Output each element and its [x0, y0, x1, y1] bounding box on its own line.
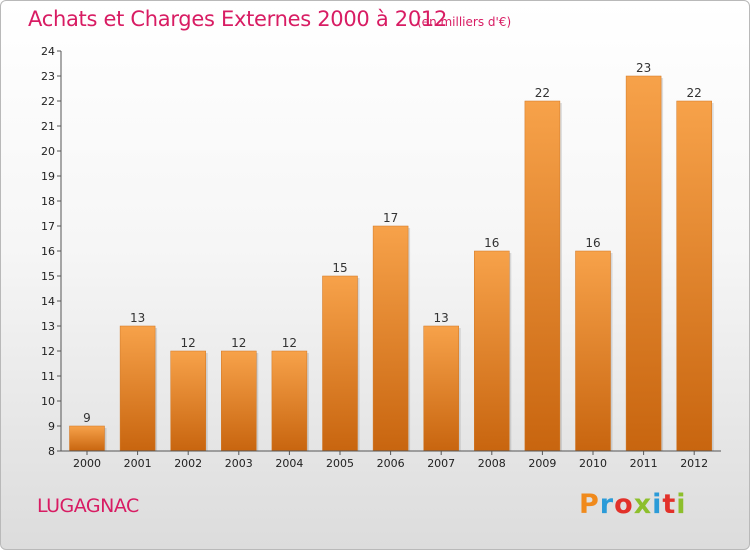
y-tick-label: 23 [41, 70, 55, 83]
y-tick-label: 19 [41, 170, 55, 183]
x-tick-label: 2000 [73, 457, 101, 470]
y-tick-label: 11 [41, 370, 55, 383]
x-axis: 2000 2001 2002 2003 2004 2005 2006 2007 2008 2009… [61, 450, 721, 470]
y-tick-label: 17 [41, 220, 55, 233]
y-tick-label: 16 [41, 245, 55, 258]
bar-value-label: 13 [434, 311, 449, 325]
y-axis: 8 9 10 11 12 13 14 15 16 17 18 19 20 21 22 23 24 [41, 45, 62, 458]
bar[interactable] [524, 100, 561, 452]
bar-value-label: 23 [636, 61, 651, 75]
bar[interactable] [271, 350, 308, 452]
bar-value-label: 15 [332, 261, 347, 275]
y-tick-label: 24 [41, 45, 55, 58]
logo-letter: i [676, 489, 687, 520]
bar[interactable] [372, 225, 409, 452]
bar[interactable] [221, 350, 257, 452]
x-tick-label: 2012 [680, 457, 708, 470]
bar-value-label: 17 [383, 211, 398, 225]
y-tick-label: 12 [41, 345, 55, 358]
bar-value-label: 16 [585, 236, 600, 250]
bar[interactable] [474, 250, 510, 452]
y-tick-label: 21 [41, 120, 55, 133]
y-tick-label: 13 [41, 320, 55, 333]
x-tick-label: 2005 [326, 457, 354, 470]
logo-letter: r [599, 489, 615, 520]
x-tick-label: 2003 [225, 457, 253, 470]
town-name: LUGAGNAC [37, 495, 139, 517]
y-tick-label: 18 [41, 195, 55, 208]
proxiti-logo[interactable]: Proxiti [579, 489, 687, 520]
y-tick-label: 15 [41, 270, 55, 283]
chart-subtitle: (en milliers d'€) [417, 15, 512, 29]
bar-value-label: 12 [282, 336, 297, 350]
x-tick-label: 2011 [630, 457, 658, 470]
x-tick-label: 2010 [579, 457, 607, 470]
bar[interactable] [575, 250, 611, 452]
logo-letter: i [652, 489, 663, 520]
bar[interactable] [322, 275, 358, 452]
y-tick-label: 8 [48, 445, 55, 458]
logo-letter: x [633, 489, 653, 520]
bar-value-label: 22 [687, 86, 702, 100]
x-tick-label: 2008 [478, 457, 506, 470]
bar-value-label: 13 [130, 311, 145, 325]
chart-title: Achats et Charges Externes 2000 à 2012 [28, 7, 448, 31]
bar-value-label: 12 [231, 336, 246, 350]
bar[interactable] [69, 425, 105, 452]
bar-value-label: 22 [535, 86, 550, 100]
x-tick-label: 2004 [275, 457, 303, 470]
bar-value-label: 12 [181, 336, 196, 350]
logo-letter: t [662, 489, 677, 520]
bar-value-label: 9 [83, 411, 91, 425]
x-tick-label: 2001 [124, 457, 152, 470]
logo-letter: P [579, 489, 600, 520]
x-tick-label: 2006 [377, 457, 405, 470]
x-tick-label: 2002 [174, 457, 202, 470]
x-tick-label: 2007 [427, 457, 455, 470]
y-tick-label: 14 [41, 295, 55, 308]
x-tick-label: 2009 [528, 457, 556, 470]
bar-value-label: 16 [484, 236, 499, 250]
bar[interactable] [119, 325, 156, 452]
bar[interactable] [170, 350, 206, 452]
bar[interactable] [423, 325, 459, 452]
y-tick-label: 9 [48, 420, 55, 433]
bars: 9 13 12 12 12 15 17 13 16 22 16 23 22 [69, 61, 714, 452]
y-tick-label: 22 [41, 95, 55, 108]
y-tick-label: 20 [41, 145, 55, 158]
y-tick-label: 10 [41, 395, 55, 408]
logo-letter: o [614, 489, 634, 520]
bar[interactable] [625, 75, 662, 452]
bar[interactable] [676, 100, 712, 452]
